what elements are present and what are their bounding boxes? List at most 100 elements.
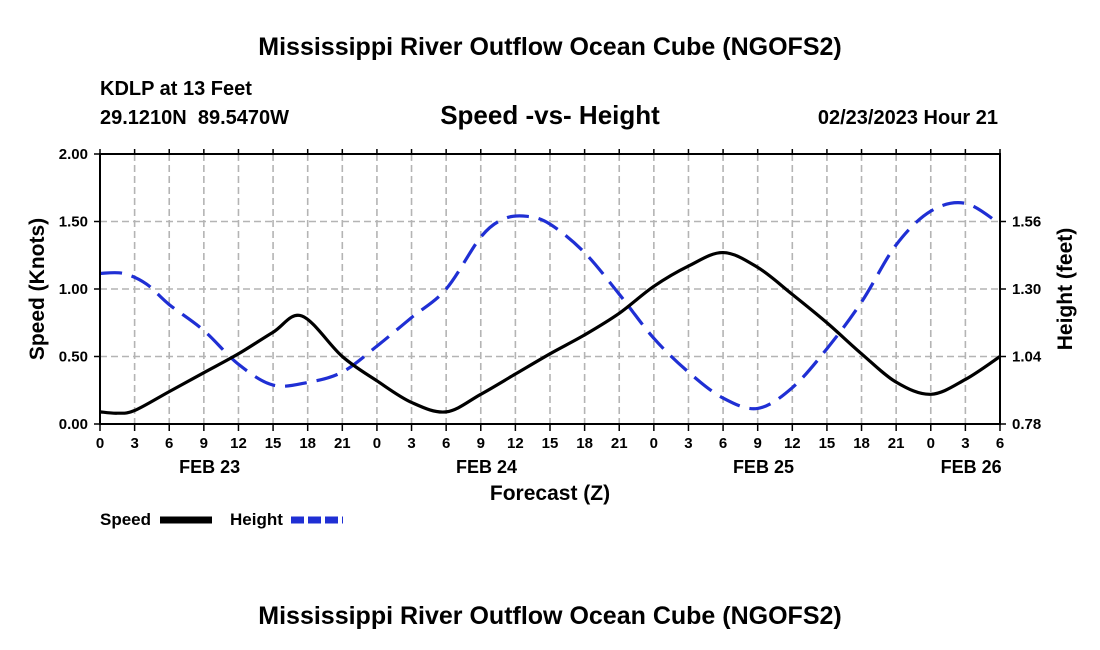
date-label: FEB 25 [733,457,794,477]
data-point-height [526,215,528,217]
data-point-height [445,288,447,290]
data-point-height [549,223,551,225]
data-point-height [722,397,724,399]
data-point-height [203,330,205,332]
legend-label-height: Height [230,510,283,529]
data-point-height [618,293,620,295]
data-point-height [503,218,505,220]
date-label: FEB 26 [941,457,1002,477]
data-point-height [122,272,124,274]
data-point-speed [514,373,516,375]
y-tick-label: 2.00 [59,146,88,163]
data-point-height [307,381,309,383]
data-point-height [964,202,966,204]
data-point-height [687,371,689,373]
data-point-speed [895,381,897,383]
series-line-height [99,201,1001,411]
x-tick-label: 3 [961,435,969,452]
y2-tick-label: 1.04 [1012,349,1042,366]
y2-tick-label: 1.30 [1012,281,1041,298]
x-tick-label: 6 [442,435,450,452]
x-tick-label: 0 [373,435,381,452]
x-tick-label: 6 [719,435,727,452]
data-point-speed [791,293,793,295]
data-point-speed [722,252,724,254]
date-label: FEB 23 [179,457,240,477]
x-tick-label: 15 [265,435,282,452]
data-point-speed [687,265,689,267]
data-point-speed [301,315,303,317]
tick-labels: 0 3 6 9 12 15 18 21 0 3 6 9 12 15 18 21 0 3 6 9 12 15 18 21 0 3 60… [59,146,1042,477]
data-point-speed [930,393,932,395]
x-tick-label: 6 [996,435,1004,452]
data-point-speed [116,412,118,414]
date-label: FEB 24 [456,457,517,477]
x-tick-label: 18 [853,435,870,452]
x-tick-label: 9 [200,435,208,452]
data-point-height [653,337,655,339]
x-tick-label: 9 [754,435,762,452]
data-point-speed [480,393,482,395]
data-point-height [376,345,378,347]
legend-label-speed: Speed [100,510,151,529]
data-point-speed [826,322,828,324]
y-tick-label: 1.00 [59,281,88,298]
data-point-speed [168,391,170,393]
data-point-height [861,301,863,303]
x-axis-label: Forecast (Z) [490,482,610,505]
y-tick-label: 1.50 [59,214,88,231]
data-point-height [237,363,239,365]
data-point-height [584,252,586,254]
legend: Speed Height [100,510,343,529]
data-point-speed [341,356,343,358]
station-name: KDLP at 13 Feet [100,78,252,100]
x-tick-label: 21 [334,435,351,452]
y-tick-label: 0.50 [59,349,88,366]
data-point-height [341,371,343,373]
y-axis-label: Speed (Knots) [26,218,49,360]
data-point-height [480,236,482,238]
x-tick-label: 12 [784,435,801,452]
x-tick-label: 0 [650,435,658,452]
y2-axis-label: Height (feet) [1054,228,1077,351]
data-point-speed [757,266,759,268]
y2-tick-label: 1.56 [1012,214,1041,231]
x-tick-label: 18 [576,435,593,452]
x-tick-label: 3 [407,435,415,452]
grid [100,154,1000,424]
x-tick-label: 15 [542,435,559,452]
data-point-speed [272,331,274,333]
page-title: Mississippi River Outflow Ocean Cube (NG… [258,33,841,61]
x-tick-label: 0 [927,435,935,452]
data-point-speed [203,372,205,374]
data-point-speed [549,353,551,355]
data-point-speed [237,353,239,355]
data-point-height [411,317,413,319]
data-point-speed [134,410,136,412]
data-point-height [757,407,759,409]
data-point-speed [861,353,863,355]
data-point-speed [445,411,447,413]
data-point-speed [584,334,586,336]
x-tick-label: 0 [96,435,104,452]
x-tick-label: 15 [819,435,836,452]
footer-title: Mississippi River Outflow Ocean Cube (NG… [258,602,841,630]
data-point-speed [964,378,966,380]
data-point-speed [618,312,620,314]
y2-tick-label: 0.78 [1012,416,1041,433]
data-point-height [145,283,147,285]
data-point-height [791,387,793,389]
data-point-height [930,210,932,212]
series-lines [99,201,1001,415]
data-point-speed [411,401,413,403]
x-tick-label: 3 [684,435,692,452]
data-point-height [826,348,828,350]
x-tick-label: 18 [299,435,316,452]
forecast-time: 02/23/2023 Hour 21 [818,107,998,129]
x-tick-label: 21 [611,435,628,452]
y-tick-label: 0.00 [59,416,88,433]
x-tick-label: 12 [230,435,247,452]
x-tick-label: 3 [130,435,138,452]
chart-title: Speed -vs- Height [440,100,660,130]
